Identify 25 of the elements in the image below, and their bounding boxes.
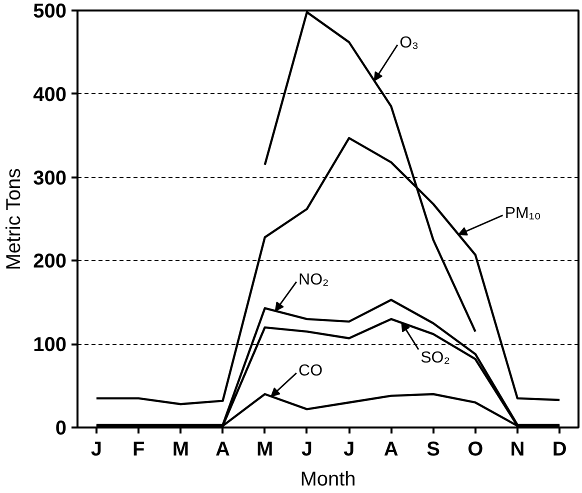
series-label: NO₂	[298, 271, 329, 288]
x-tick-label: J	[343, 438, 355, 460]
x-tick-label: F	[132, 438, 145, 460]
y-axis-title: Metric Tons	[3, 168, 26, 270]
text: O₃	[400, 34, 419, 52]
x-tick-label: O	[468, 438, 484, 460]
text: PM₁₀	[504, 205, 541, 222]
x-tick-label: N	[510, 438, 525, 460]
x-tick-label: D	[552, 438, 567, 460]
series-label: CO	[298, 362, 323, 380]
x-tick-label: S	[426, 438, 440, 460]
y-tick-label: 0	[55, 418, 66, 440]
y-tick-label: 400	[33, 84, 67, 106]
y-tick-label: 500	[33, 0, 67, 22]
x-axis-title: Month	[300, 468, 356, 490]
y-tick-label: 200	[33, 250, 67, 273]
legend-label: SO₂	[420, 350, 450, 367]
x-tick-label: J	[90, 438, 102, 460]
x-tick-label: J	[301, 438, 313, 460]
y-tick-label: 300	[33, 167, 67, 190]
x-tick-label: A	[384, 438, 398, 460]
y-tick-label: 100	[33, 334, 67, 356]
x-tick-label: M	[172, 438, 189, 460]
x-tick-label: M	[256, 438, 274, 460]
x-tick-label: A	[216, 438, 230, 460]
